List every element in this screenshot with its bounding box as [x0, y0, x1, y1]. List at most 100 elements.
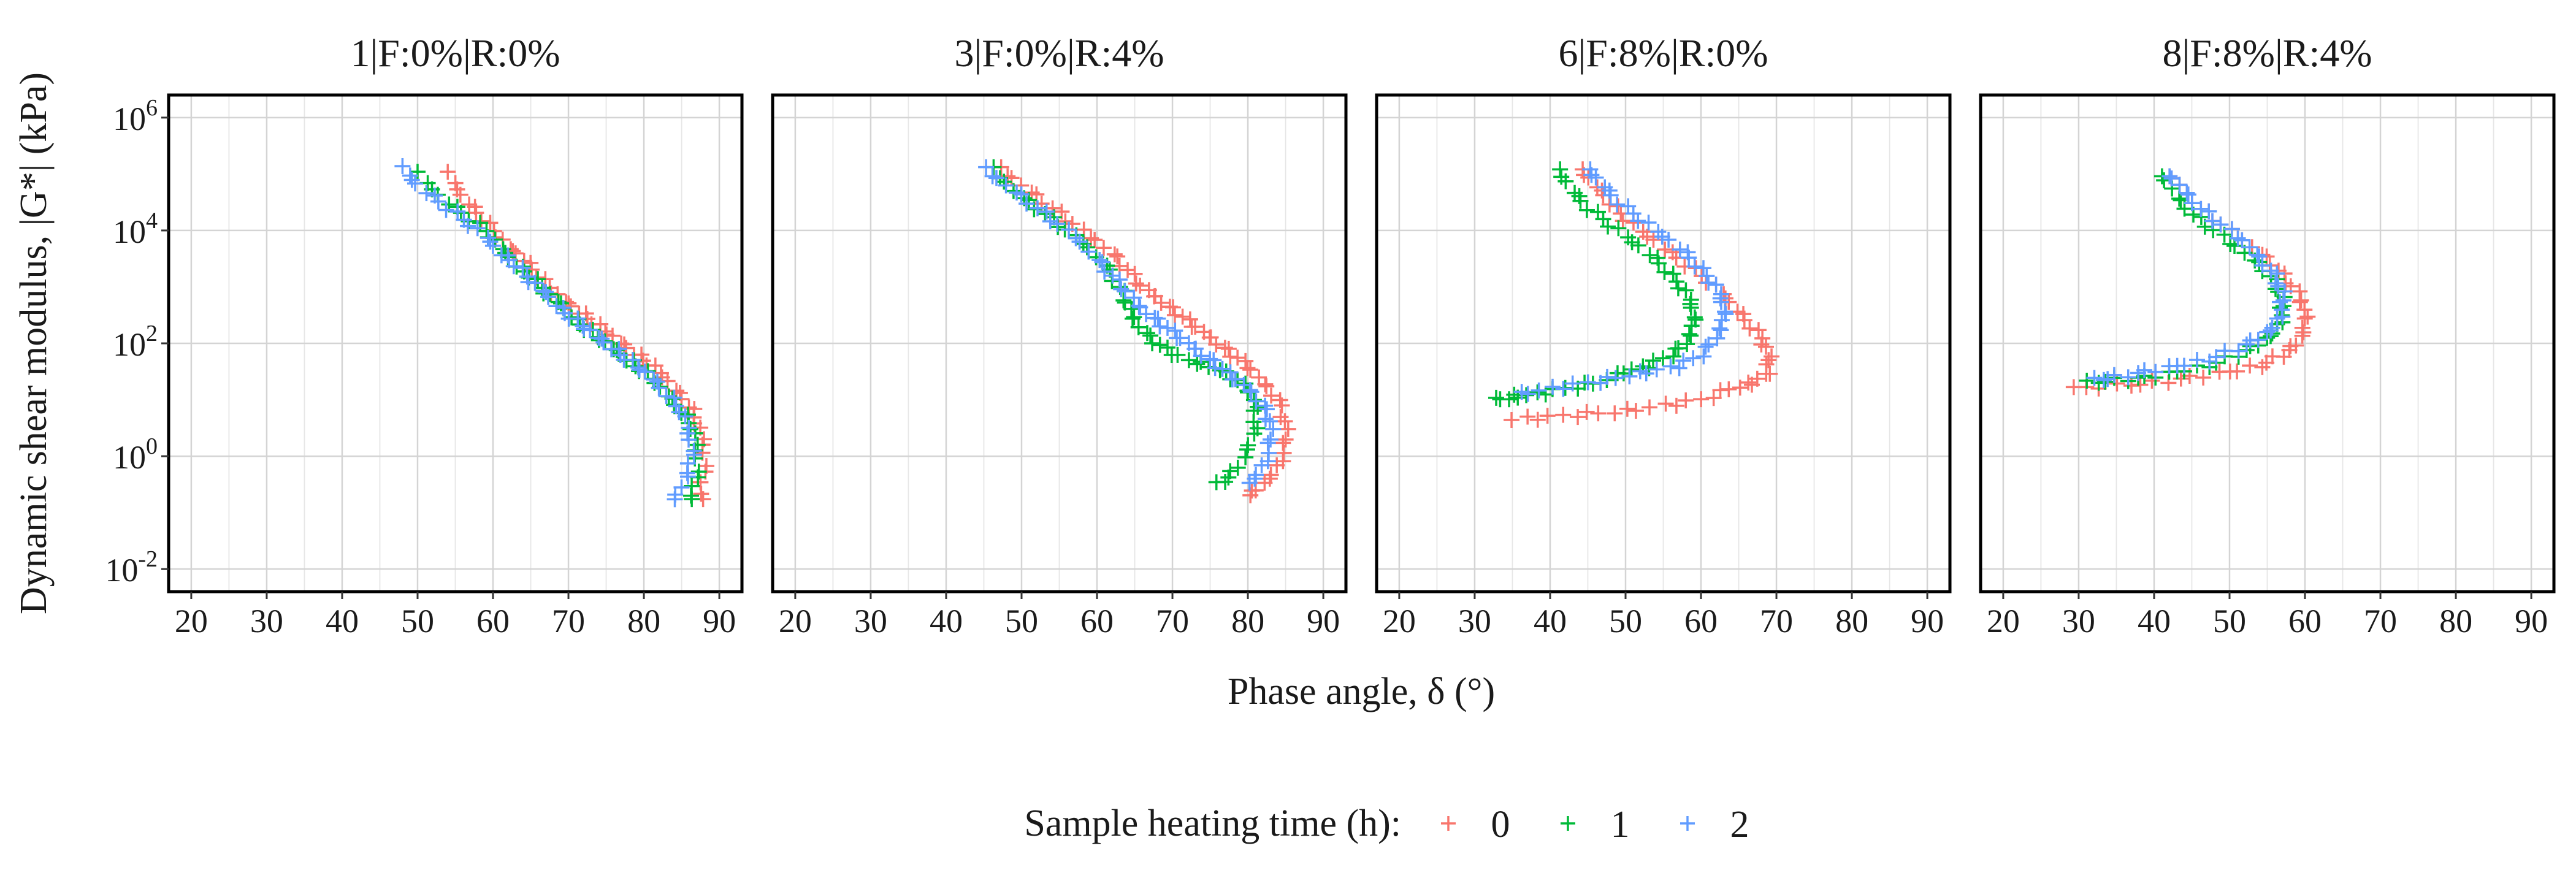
data-point [1600, 218, 1616, 235]
data-point [1504, 411, 1520, 428]
data-point [1169, 346, 1186, 363]
data-point [2161, 358, 2177, 375]
data-point [1648, 361, 1665, 378]
data-point [1094, 254, 1110, 270]
data-point [2241, 239, 2258, 256]
x-tick-label: 70 [1760, 603, 1793, 639]
x-tick-label: 50 [401, 603, 434, 639]
legend-item-1: 1 [1561, 804, 1630, 845]
legend-item-2: 2 [1680, 804, 1749, 845]
data-point [1111, 271, 1128, 288]
data-point [2251, 248, 2268, 265]
data-point [1272, 409, 1289, 425]
data-point [1757, 338, 1774, 355]
data-point [1743, 376, 1760, 393]
data-point [1159, 339, 1175, 356]
panel-2: 3|F:0%|R:4% 20 30 40 50 60 70 80 90 [771, 31, 1348, 639]
data-point [1711, 320, 1728, 337]
data-point [1206, 352, 1222, 368]
data-point [2130, 365, 2147, 381]
data-point [409, 164, 426, 180]
data-point [1123, 300, 1140, 317]
data-point [1061, 221, 1077, 238]
x-tick-label: 40 [2138, 603, 2171, 639]
data-point [1220, 340, 1237, 357]
data-point [2254, 359, 2271, 375]
x-tick-label: 60 [2288, 603, 2322, 639]
data-point [988, 170, 1004, 186]
data-point [2095, 372, 2112, 388]
data-point [440, 164, 456, 180]
data-point [1555, 406, 1572, 423]
data-point [1662, 358, 1679, 375]
data-point [677, 408, 694, 425]
data-point [1277, 413, 1293, 430]
data-point [540, 289, 557, 305]
data-point [2171, 177, 2188, 193]
data-point [2188, 352, 2205, 368]
data-point [2173, 370, 2189, 387]
data-point [1695, 260, 1712, 277]
data-point [1623, 361, 1640, 378]
legend-title: Sample heating time (h): [1024, 803, 1401, 844]
x-tick-label: 70 [552, 603, 585, 639]
data-point [1038, 204, 1055, 220]
data-point [1139, 325, 1155, 342]
data-point [1106, 246, 1123, 262]
data-point [1208, 474, 1225, 490]
x-tick-label: 20 [1383, 603, 1416, 639]
data-point [2263, 322, 2279, 339]
data-point [2294, 327, 2310, 344]
legend: Sample heating time (h): 0 1 2 [1024, 803, 1749, 845]
y-tick-label: 100 [113, 433, 158, 476]
data-point [681, 432, 697, 448]
data-point [1239, 441, 1255, 458]
series-2 [1513, 161, 1734, 402]
data-point [418, 185, 435, 202]
data-point [1269, 457, 1285, 473]
data-point [1645, 232, 1662, 248]
data-point [1519, 408, 1536, 425]
data-point [2267, 275, 2284, 292]
data-point [1263, 387, 1280, 404]
y-tick-label: 104 [113, 208, 158, 250]
data-point [1668, 273, 1685, 290]
data-point [1274, 397, 1290, 414]
data-point [1237, 449, 1254, 465]
data-point [1650, 255, 1667, 272]
data-point [1679, 336, 1695, 353]
data-point [394, 158, 411, 174]
data-point [1132, 277, 1148, 294]
data-point [1095, 240, 1112, 256]
data-point [1013, 186, 1030, 203]
data-point [1678, 392, 1694, 409]
data-point [1126, 265, 1143, 282]
panel-frame [771, 93, 1348, 593]
data-point [2276, 283, 2293, 300]
data-point [1120, 262, 1136, 278]
data-point [2254, 257, 2271, 273]
data-point [1580, 374, 1596, 391]
data-point [1071, 234, 1088, 250]
data-point [1732, 380, 1748, 396]
data-point [1564, 375, 1581, 392]
data-point [2299, 308, 2316, 325]
data-point [2201, 203, 2217, 219]
data-point [1741, 320, 1758, 337]
data-point [1144, 335, 1161, 352]
data-point [1138, 306, 1155, 322]
panel-1: 1|F:0%|R:0% 20 30 40 50 60 70 80 90 10-2 100 102 104… [105, 31, 744, 639]
data-point [2212, 216, 2229, 233]
y-axis-label: Dynamic shear modulus, |G*| (kPa) [13, 72, 55, 614]
legend-label: 1 [1611, 804, 1630, 845]
data-point [2184, 195, 2200, 212]
x-tick-label: 60 [1080, 603, 1114, 639]
data-point [1257, 411, 1274, 427]
data-point [2065, 379, 2082, 395]
data-point [2269, 265, 2285, 282]
data-point [2259, 324, 2276, 340]
x-tick-label: 20 [779, 603, 812, 639]
data-point [1678, 282, 1694, 299]
data-point [1229, 349, 1246, 366]
data-point [548, 298, 565, 315]
